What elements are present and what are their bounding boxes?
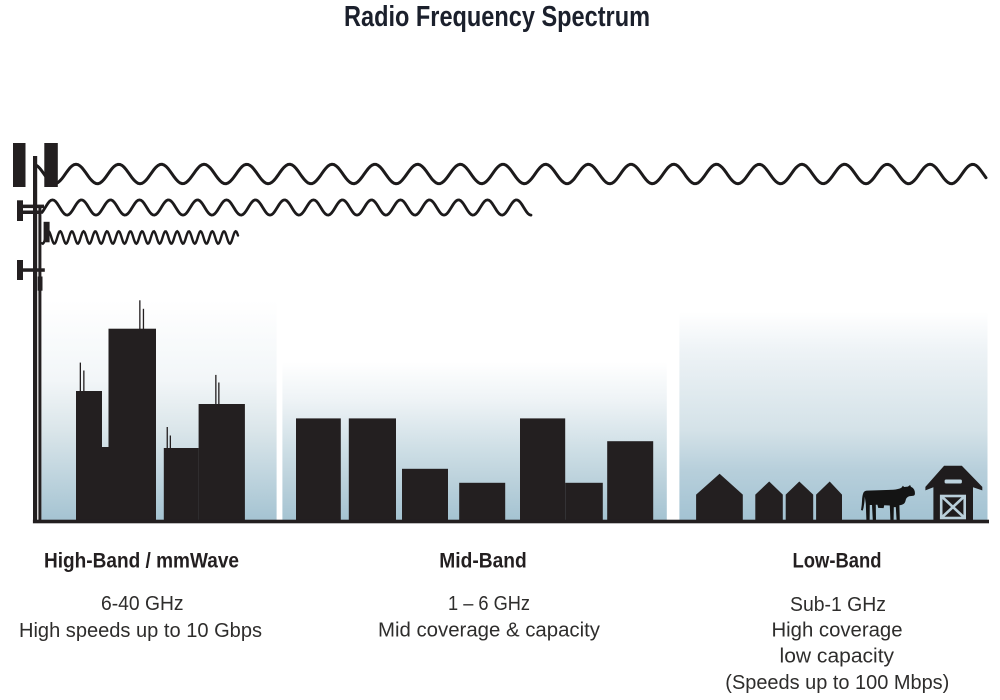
- svg-text:Sub-1 GHz: Sub-1 GHz: [790, 594, 886, 616]
- svg-text:1 – 6 GHz: 1 – 6 GHz: [448, 593, 530, 615]
- svg-text:low capacity: low capacity: [780, 646, 895, 668]
- svg-text:High-Band / mmWave: High-Band / mmWave: [44, 550, 239, 573]
- svg-text:(Speeds up to 100 Mbps): (Speeds up to 100 Mbps): [725, 672, 949, 694]
- svg-text:Mid-Band: Mid-Band: [439, 550, 527, 573]
- svg-text:Mid coverage & capacity: Mid coverage & capacity: [378, 620, 600, 642]
- svg-text:6-40 GHz: 6-40 GHz: [101, 593, 184, 615]
- svg-text:Low-Band: Low-Band: [793, 550, 882, 573]
- svg-text:High coverage: High coverage: [772, 620, 903, 642]
- svg-text:High speeds up to 10 Gbps: High speeds up to 10 Gbps: [19, 620, 262, 642]
- svg-text:Radio Frequency Spectrum: Radio Frequency Spectrum: [344, 1, 650, 33]
